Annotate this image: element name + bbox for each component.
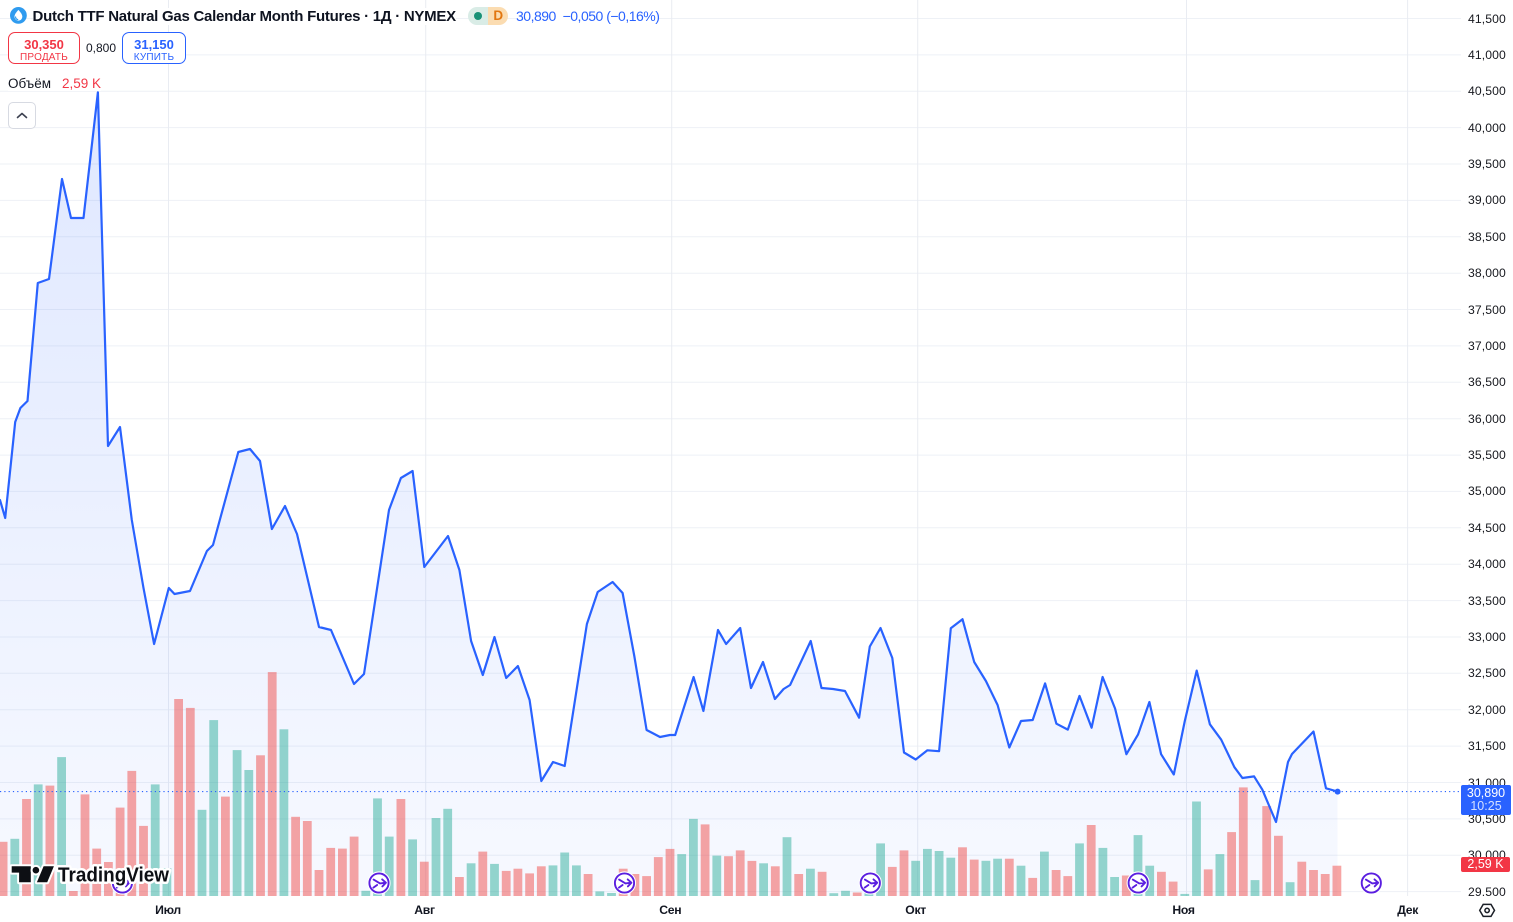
svg-text:TradingView: TradingView	[58, 863, 169, 886]
